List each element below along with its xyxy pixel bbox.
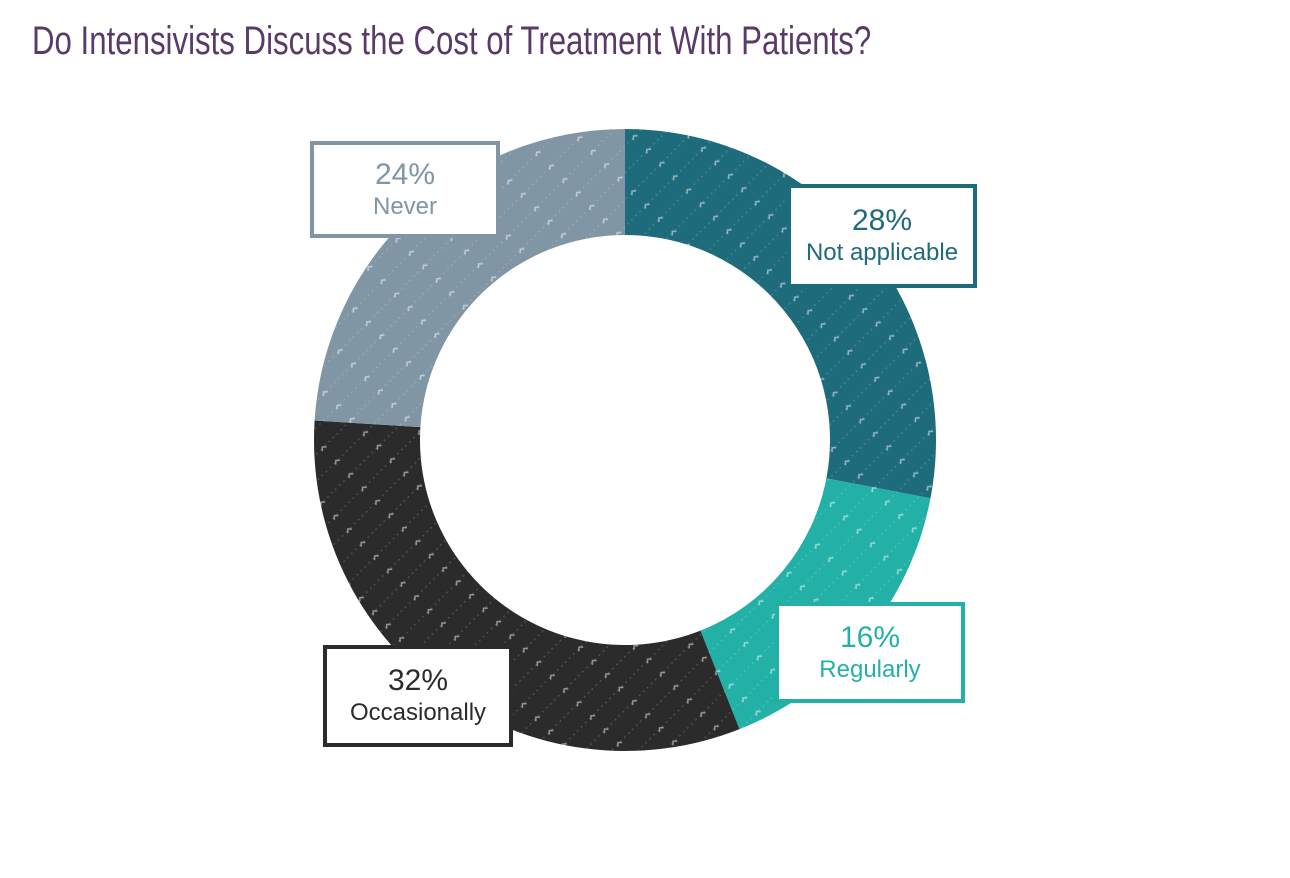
callout-not-applicable-pct: 28% — [851, 204, 913, 237]
chart-title: Do Intensivists Discuss the Cost of Trea… — [32, 19, 872, 63]
callout-never: 24% Never — [310, 141, 500, 238]
callout-regularly-label: Regularly — [819, 655, 921, 683]
callout-regularly: 16% Regularly — [775, 602, 965, 703]
callout-not-applicable: 28% Not applicable — [787, 184, 977, 288]
donut-segment-texture — [625, 129, 936, 499]
callout-occasionally: 32% Occasionally — [323, 645, 513, 747]
callout-never-pct: 24% — [374, 157, 436, 191]
callout-not-applicable-label: Not applicable — [805, 239, 959, 266]
callout-occasionally-pct: 32% — [387, 664, 449, 697]
donut-segment-texture — [314, 129, 625, 428]
callout-occasionally-label: Occasionally — [349, 699, 487, 726]
callout-never-label: Never — [372, 192, 438, 220]
callout-regularly-pct: 16% — [839, 620, 901, 654]
